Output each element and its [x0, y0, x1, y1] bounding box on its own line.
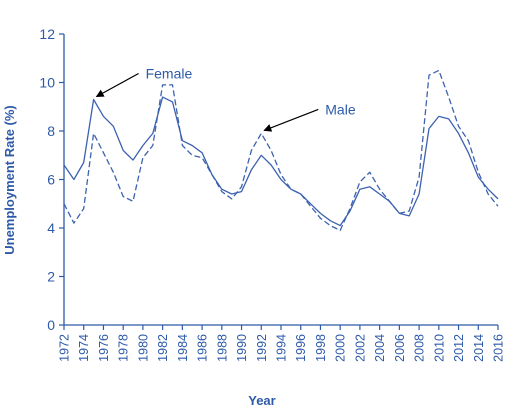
x-tick-label: 1986	[196, 334, 210, 362]
x-tick-label: 1976	[97, 334, 111, 362]
series-lines	[63, 69, 499, 232]
x-tick-label: 2014	[472, 334, 486, 362]
x-tick-label: 2006	[393, 334, 407, 362]
x-tick-label: 2004	[373, 334, 387, 362]
y-tick-label: 10	[39, 75, 55, 91]
x-tick-label: 2012	[452, 334, 466, 362]
x-axis-label: Year	[248, 393, 275, 408]
annotation-arrow	[95, 72, 139, 98]
x-tick-label: 2016	[492, 334, 506, 362]
y-tick-label: 4	[47, 220, 55, 236]
x-tick-label: 1980	[136, 334, 150, 362]
x-tick-label: 1996	[294, 334, 308, 362]
x-tick-label: 1982	[156, 334, 170, 362]
x-tick-label: 2002	[353, 334, 367, 362]
x-ticks: 1972 1974 1976 1978 1980 1982 1984 1986 1988 1990…	[58, 325, 506, 362]
x-tick-label: 1990	[235, 334, 249, 362]
annotation-label-male: Male	[325, 101, 356, 117]
x-tick-label: 1994	[275, 334, 289, 362]
y-axis-label: Unemployment Rate (%)	[2, 105, 17, 255]
y-ticks: 0 2 4 6 8 10 12	[39, 26, 64, 333]
x-tick-label: 2000	[334, 334, 348, 362]
x-tick-label: 1984	[176, 334, 190, 362]
x-tick-label: 2010	[432, 334, 446, 362]
y-tick-label: 6	[47, 172, 55, 188]
y-tick-label: 12	[39, 26, 55, 42]
annotations: Female Male	[95, 65, 356, 132]
x-tick-label: 1974	[77, 334, 91, 362]
series-line-male	[63, 69, 499, 232]
annotation-arrow	[263, 108, 319, 132]
annotation-label-female: Female	[146, 65, 193, 81]
x-tick-label: 2008	[413, 334, 427, 362]
x-tick-label: 1992	[255, 334, 269, 362]
y-tick-label: 8	[47, 123, 55, 139]
x-tick-label: 1988	[215, 334, 229, 362]
x-tick-label: 1978	[117, 334, 131, 362]
series-line-female	[63, 96, 499, 227]
x-tick-label: 1998	[314, 334, 328, 362]
y-tick-label: 2	[47, 269, 55, 285]
x-tick-label: 1972	[58, 334, 72, 362]
y-tick-label: 0	[47, 317, 55, 333]
